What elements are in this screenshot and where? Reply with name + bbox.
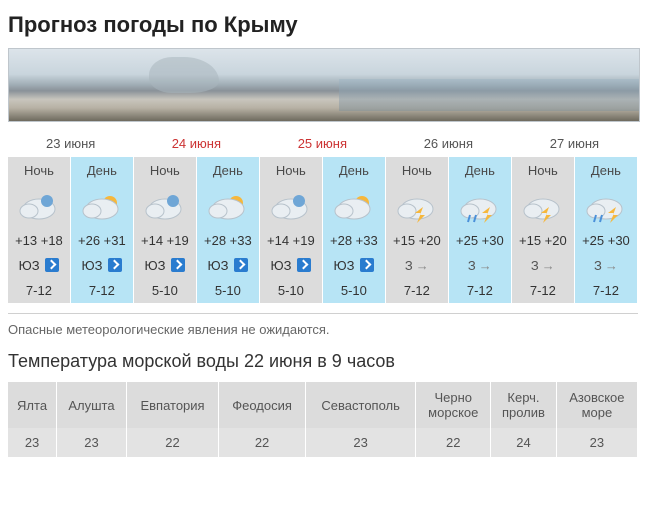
wind-arrow-icon	[297, 258, 311, 272]
weather-icon	[133, 184, 196, 228]
weather-icon	[574, 184, 637, 228]
wind-speed: 5-10	[322, 278, 385, 303]
sea-location: Азовскоеморе	[556, 382, 637, 428]
wind-arrow-icon	[360, 258, 374, 272]
sea-temp: 23	[556, 428, 637, 457]
sea-temp: 22	[126, 428, 218, 457]
wind-arrow-icon	[108, 258, 122, 272]
weather-icon	[511, 184, 574, 228]
windspeed-row: 7-127-125-105-105-105-107-127-127-127-12	[8, 278, 638, 303]
wind-arrow-icon	[171, 258, 185, 272]
page-title: Прогноз погоды по Крыму	[8, 12, 644, 38]
wind-speed: 7-12	[70, 278, 133, 303]
sea-title: Температура морской воды 22 июня в 9 час…	[8, 351, 644, 372]
sea-location: Феодосия	[219, 382, 306, 428]
temperature: +14 +19	[133, 228, 196, 253]
sea-temp: 22	[416, 428, 491, 457]
wind-speed: 7-12	[574, 278, 637, 303]
wind-direction: З	[574, 253, 637, 278]
sea-temp: 23	[8, 428, 57, 457]
temperature: +15 +20	[385, 228, 448, 253]
sea-temp: 24	[491, 428, 557, 457]
banner-image	[8, 48, 640, 122]
wind-arrow-icon	[45, 258, 59, 272]
period-label: День	[322, 157, 385, 184]
wind-speed: 7-12	[8, 278, 70, 303]
weather-icon	[385, 184, 448, 228]
weather-icon	[70, 184, 133, 228]
date-4: 27 июня	[511, 130, 637, 157]
wind-direction: ЮЗ	[322, 253, 385, 278]
sea-location: Ялта	[8, 382, 57, 428]
wind-direction: З	[511, 253, 574, 278]
period-label: Ночь	[8, 157, 70, 184]
period-label: Ночь	[259, 157, 322, 184]
wind-speed: 5-10	[196, 278, 259, 303]
sea-temp: 22	[219, 428, 306, 457]
wind-direction: ЮЗ	[133, 253, 196, 278]
temperature: +25 +30	[448, 228, 511, 253]
sea-table: ЯлтаАлуштаЕвпаторияФеодосияСевастопольЧе…	[8, 382, 638, 457]
wind-arrow-icon	[234, 258, 248, 272]
sea-temp: 23	[57, 428, 127, 457]
sea-location: Евпатория	[126, 382, 218, 428]
period-label: Ночь	[133, 157, 196, 184]
winddir-row: ЮЗ ЮЗ ЮЗ ЮЗ ЮЗ ЮЗ ЗЗЗЗ	[8, 253, 638, 278]
period-label: День	[196, 157, 259, 184]
wind-direction: ЮЗ	[259, 253, 322, 278]
wind-direction: ЮЗ	[8, 253, 70, 278]
date-1: 24 июня	[133, 130, 259, 157]
sea-header-row: ЯлтаАлуштаЕвпаторияФеодосияСевастопольЧе…	[8, 382, 638, 428]
wind-speed: 5-10	[133, 278, 196, 303]
icons-row	[8, 184, 638, 228]
temperature: +25 +30	[574, 228, 637, 253]
period-label: День	[70, 157, 133, 184]
sea-location: Севастополь	[305, 382, 415, 428]
sea-location: Алушта	[57, 382, 127, 428]
wind-speed: 7-12	[385, 278, 448, 303]
sea-temp: 23	[305, 428, 415, 457]
date-0: 23 июня	[8, 130, 133, 157]
temperature: +28 +33	[322, 228, 385, 253]
hazard-note: Опасные метеорологические явления не ожи…	[8, 322, 644, 337]
date-3: 26 июня	[385, 130, 511, 157]
wind-speed: 5-10	[259, 278, 322, 303]
weather-icon	[259, 184, 322, 228]
sea-location: Керч.пролив	[491, 382, 557, 428]
period-label: День	[448, 157, 511, 184]
period-label: День	[574, 157, 637, 184]
period-label: Ночь	[385, 157, 448, 184]
temperature: +26 +31	[70, 228, 133, 253]
dates-row: 23 июня 24 июня 25 июня 26 июня 27 июня	[8, 130, 638, 157]
weather-icon	[448, 184, 511, 228]
period-label: Ночь	[511, 157, 574, 184]
wind-direction: З	[448, 253, 511, 278]
wind-direction: ЮЗ	[196, 253, 259, 278]
temp-row: +13 +18+26 +31+14 +19+28 +33+14 +19+28 +…	[8, 228, 638, 253]
wind-speed: 7-12	[511, 278, 574, 303]
forecast-table: 23 июня 24 июня 25 июня 26 июня 27 июня …	[8, 130, 638, 303]
weather-icon	[322, 184, 385, 228]
wind-speed: 7-12	[448, 278, 511, 303]
temperature: +13 +18	[8, 228, 70, 253]
divider	[8, 313, 638, 314]
weather-icon	[196, 184, 259, 228]
temperature: +15 +20	[511, 228, 574, 253]
temperature: +14 +19	[259, 228, 322, 253]
temperature: +28 +33	[196, 228, 259, 253]
weather-icon	[8, 184, 70, 228]
period-labels-row: Ночь День Ночь День Ночь День Ночь День …	[8, 157, 638, 184]
sea-location: Черноморское	[416, 382, 491, 428]
wind-direction: З	[385, 253, 448, 278]
date-2: 25 июня	[259, 130, 385, 157]
sea-values-row: 2323222223222423	[8, 428, 638, 457]
wind-direction: ЮЗ	[70, 253, 133, 278]
